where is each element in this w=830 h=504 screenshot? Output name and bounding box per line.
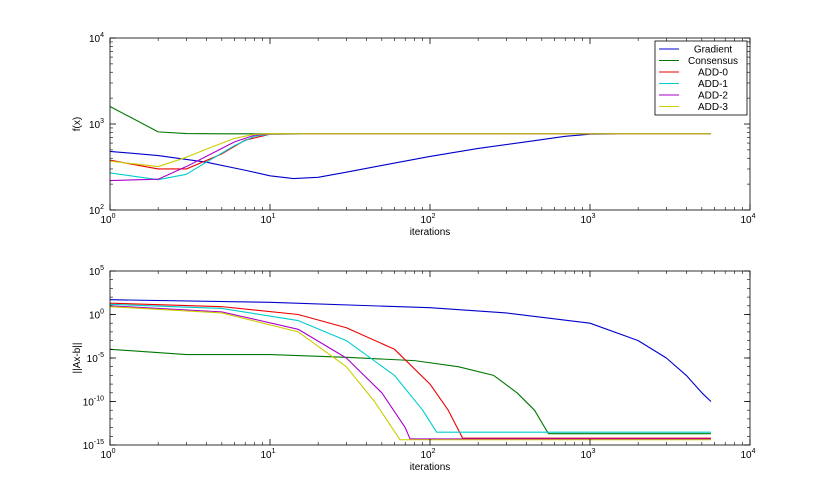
- x-tick-base: 10: [420, 215, 432, 226]
- x-tick-exponent: 4: [752, 213, 756, 220]
- x-tick-label: 101: [260, 213, 275, 226]
- y-tick-label: 103: [89, 118, 104, 131]
- x-tick-exponent: 1: [272, 213, 276, 220]
- y-tick-label: 102: [89, 204, 104, 217]
- legend-label-consensus: Consensus: [688, 56, 738, 67]
- series-line-add-3: [110, 306, 711, 441]
- x-tick-exponent: 0: [112, 213, 116, 220]
- x-tick-base: 10: [100, 215, 112, 226]
- y-tick-base: 10: [83, 398, 95, 409]
- y-tick-label: 104: [89, 32, 104, 45]
- x-tick-exponent: 3: [592, 213, 596, 220]
- x-tick-base: 10: [740, 215, 752, 226]
- series-line-add-2: [110, 305, 711, 440]
- y-tick-base: 10: [87, 354, 99, 365]
- x-tick-base: 10: [740, 450, 752, 461]
- series-line-add-1: [110, 133, 711, 181]
- y-tick-exponent: -10: [94, 396, 104, 403]
- series-line-gradient: [110, 133, 711, 180]
- bottom-plot: 100 101 102 103 10410-1510-1010-5100105itera…: [72, 265, 756, 473]
- x-tick-base: 10: [100, 450, 112, 461]
- legend-label-add-2: ADD-2: [698, 91, 728, 102]
- y-tick-base: 10: [89, 34, 101, 45]
- y-tick-base: 10: [89, 311, 101, 322]
- x-tick-label: 102: [420, 213, 435, 226]
- plot-frame: [109, 270, 751, 446]
- y-axis-label: ||Ax-b||: [72, 343, 83, 374]
- series-line-add-2: [110, 133, 711, 182]
- y-tick-base: 10: [89, 120, 101, 131]
- x-tick-label: 104: [740, 448, 755, 461]
- plot-frame: [109, 37, 751, 211]
- x-tick-exponent: 2: [432, 213, 436, 220]
- series-line-add-0: [110, 302, 711, 439]
- series-group: [110, 299, 712, 441]
- x-tick-label: 102: [420, 448, 435, 461]
- x-tick-label: 103: [580, 448, 595, 461]
- y-tick-base: 10: [89, 267, 101, 278]
- series-group: [110, 105, 711, 182]
- x-tick-base: 10: [420, 450, 432, 461]
- y-tick-exponent: 4: [100, 32, 104, 39]
- x-tick-exponent: 2: [432, 448, 436, 455]
- x-tick-exponent: 4: [752, 448, 756, 455]
- y-tick-exponent: 5: [100, 265, 104, 272]
- x-tick-base: 10: [580, 450, 592, 461]
- y-tick-base: 10: [83, 441, 95, 452]
- x-tick-base: 10: [580, 215, 592, 226]
- top-plot: 100 101 102 103 104102103104iterationsf(x)Gr…: [72, 32, 756, 238]
- y-tick-label: 10-15: [83, 439, 104, 452]
- legend-label-gradient: Gradient: [694, 45, 733, 56]
- legend-label-add-0: ADD-0: [698, 68, 728, 79]
- x-tick-label: 104: [740, 213, 755, 226]
- y-tick-exponent: 0: [100, 309, 104, 316]
- legend-label-add-1: ADD-1: [698, 79, 728, 90]
- series-line-consensus: [110, 348, 711, 435]
- x-axis-label: iterations: [410, 462, 451, 473]
- x-tick-exponent: 1: [272, 448, 276, 455]
- series-line-add-1: [110, 303, 711, 433]
- y-tick-label: 105: [89, 265, 104, 278]
- x-tick-label: 100: [100, 448, 115, 461]
- y-tick-base: 10: [89, 206, 101, 217]
- legend-label-add-3: ADD-3: [698, 102, 728, 113]
- x-tick-label: 103: [580, 213, 595, 226]
- x-tick-base: 10: [260, 450, 272, 461]
- y-tick-label: 10-10: [83, 396, 104, 409]
- series-line-consensus: [110, 105, 711, 135]
- y-tick-exponent: 2: [100, 204, 104, 211]
- series-line-add-3: [110, 133, 711, 168]
- legend-box: [654, 40, 748, 116]
- series-line-gradient: [110, 299, 712, 402]
- y-axis-label: f(x): [72, 117, 83, 131]
- x-tick-label: 101: [260, 448, 275, 461]
- y-tick-label: 100: [89, 309, 104, 322]
- x-axis-label: iterations: [410, 227, 451, 238]
- x-tick-base: 10: [260, 215, 272, 226]
- x-tick-exponent: 3: [592, 448, 596, 455]
- y-tick-exponent: -15: [94, 439, 104, 446]
- y-tick-exponent: -5: [98, 352, 104, 359]
- y-tick-label: 10-5: [87, 352, 104, 365]
- y-tick-exponent: 3: [100, 118, 104, 125]
- x-tick-exponent: 0: [112, 448, 116, 455]
- x-tick-label: 100: [100, 213, 115, 226]
